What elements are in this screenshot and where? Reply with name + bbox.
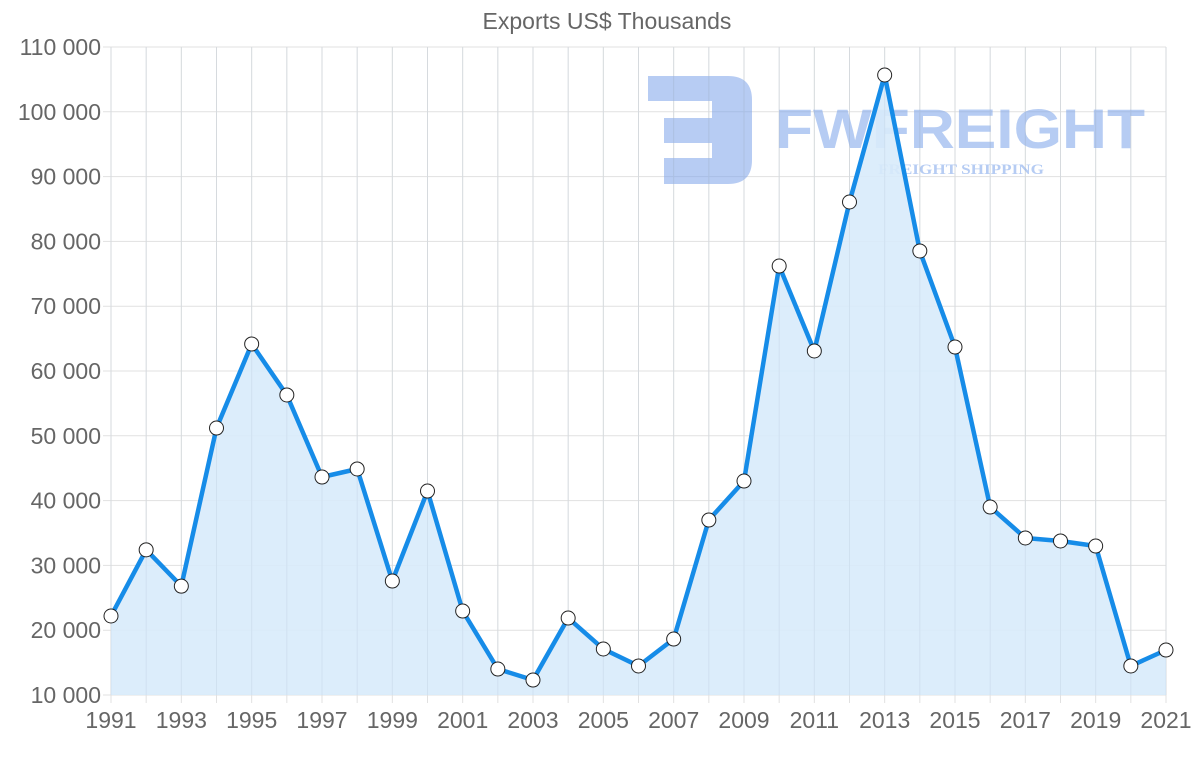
data-point-2015[interactable]: [947, 339, 963, 355]
data-point-1994[interactable]: [209, 420, 224, 436]
x-tick-label: 2017: [1000, 707, 1051, 733]
y-tick-label: 90 000: [31, 164, 101, 190]
data-point-2014[interactable]: [912, 243, 928, 259]
y-tick-label: 80 000: [31, 228, 101, 254]
data-point-1992[interactable]: [138, 542, 154, 558]
chart-title: Exports US$ Thousands: [482, 8, 732, 34]
watermark-tagline: FREIGHT SHIPPING: [878, 162, 1044, 178]
y-tick-label: 70 000: [31, 293, 101, 319]
data-points: [103, 67, 1174, 688]
data-point-2008[interactable]: [701, 512, 717, 528]
x-tick-label: 1997: [296, 707, 347, 733]
watermark-logo: FWFREIGHT FREIGHT SHIPPING: [648, 76, 1145, 184]
data-point-2016[interactable]: [982, 499, 998, 515]
data-point-2004[interactable]: [560, 610, 576, 626]
x-tick-label: 2005: [578, 707, 629, 733]
x-tick-label: 2007: [648, 707, 699, 733]
y-tick-label: 50 000: [31, 423, 101, 449]
data-point-2002[interactable]: [490, 661, 506, 677]
y-tick-label: 110 000: [20, 34, 101, 60]
data-point-1991[interactable]: [103, 608, 119, 624]
x-tick-label: 2013: [859, 707, 910, 733]
data-point-2013[interactable]: [877, 67, 893, 83]
data-point-1996[interactable]: [279, 387, 295, 403]
x-tick-label: 1993: [156, 707, 207, 733]
data-point-2010[interactable]: [771, 258, 787, 274]
data-point-1993[interactable]: [173, 578, 189, 594]
data-point-2019[interactable]: [1088, 538, 1104, 554]
x-axis: 1991 1993 1995 1997 1999 2001 2003 2005 2007 2009…: [85, 707, 1191, 733]
x-tick-label: 2015: [929, 707, 980, 733]
data-point-2003[interactable]: [525, 672, 541, 688]
data-point-1998[interactable]: [349, 461, 365, 477]
data-point-2021[interactable]: [1158, 642, 1174, 658]
data-point-2011[interactable]: [806, 343, 822, 359]
data-point-2007[interactable]: [666, 631, 682, 647]
data-point-2012[interactable]: [842, 194, 857, 210]
data-point-2005[interactable]: [595, 641, 611, 657]
y-axis: 110 000 100 000 90 000 80 000 70 000 60 000 50…: [18, 34, 101, 708]
y-tick-label: 60 000: [31, 358, 101, 384]
x-tick-label: 2019: [1070, 707, 1121, 733]
x-tick-label: 2021: [1140, 707, 1191, 733]
x-tick-label: 2009: [718, 707, 769, 733]
x-tick-label: 1999: [367, 707, 418, 733]
data-point-2018[interactable]: [1053, 533, 1068, 549]
data-point-2000[interactable]: [420, 483, 435, 499]
logo-icon: [648, 76, 752, 184]
y-tick-label: 40 000: [31, 488, 101, 514]
area-fill: [111, 75, 1166, 695]
data-point-1995[interactable]: [244, 336, 260, 352]
data-point-2006[interactable]: [631, 658, 646, 674]
watermark-brand: FWFREIGHT: [775, 97, 1145, 160]
data-point-1999[interactable]: [384, 573, 400, 589]
y-tick-label: 20 000: [31, 617, 101, 643]
x-tick-label: 2011: [790, 707, 839, 733]
x-tick-label: 1991: [85, 707, 136, 733]
x-tick-label: 2001: [437, 707, 488, 733]
x-tick-label: 1995: [226, 707, 277, 733]
data-point-2001[interactable]: [455, 603, 471, 619]
data-point-1997[interactable]: [314, 469, 330, 485]
data-point-2017[interactable]: [1017, 530, 1033, 546]
data-point-2020[interactable]: [1123, 658, 1139, 674]
x-tick-label: 2003: [507, 707, 558, 733]
y-tick-label: 30 000: [31, 552, 101, 578]
data-point-2009[interactable]: [736, 473, 752, 489]
y-tick-label: 100 000: [18, 99, 101, 125]
y-tick-label: 10 000: [31, 682, 101, 708]
